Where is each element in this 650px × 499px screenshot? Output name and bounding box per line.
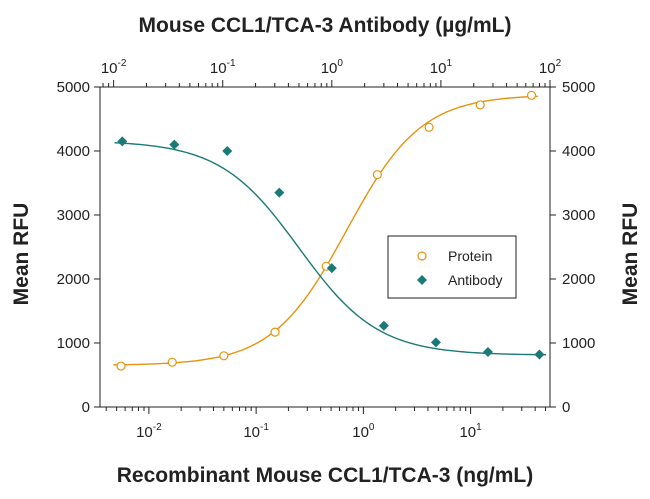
right-y-tick-label: 4000 — [562, 143, 595, 160]
right-y-tick-label: 5000 — [562, 79, 595, 96]
y-axis-title-left: Mean RFU — [10, 203, 33, 306]
top-x-tick-label: 10-2 — [101, 58, 127, 77]
data-point-antibody — [169, 139, 180, 150]
right-y-tick-label: 1000 — [562, 335, 595, 352]
data-point-protein — [116, 361, 126, 371]
legend-marker-antibody — [417, 275, 427, 285]
right-y-axis: 0 1000 2000 3000 4000 5000 — [550, 79, 595, 416]
bottom-x-tick-label: 10-2 — [136, 422, 162, 441]
data-point-protein — [372, 170, 382, 180]
data-point-protein — [475, 100, 485, 110]
data-point-antibody — [326, 263, 337, 274]
data-point-protein — [424, 122, 434, 132]
legend-label-protein: Protein — [448, 248, 492, 264]
data-point-antibody — [430, 337, 441, 348]
right-y-tick-label: 0 — [562, 399, 570, 416]
bottom-x-axis: 10-2 10-1 100 101 — [105, 407, 547, 441]
legend-marker-protein — [417, 251, 427, 261]
x-axis-title: Recombinant Mouse CCL1/TCA-3 (ng/mL) — [117, 464, 534, 487]
data-point-antibody — [274, 187, 285, 198]
left-y-tick-label: 0 — [82, 399, 90, 416]
left-y-tick-label: 2000 — [57, 271, 90, 288]
data-point-protein — [219, 351, 229, 361]
bottom-x-tick-label: 10-1 — [243, 422, 269, 441]
legend-label-antibody: Antibody — [448, 272, 502, 288]
top-x-tick-label: 10-1 — [210, 58, 236, 77]
right-y-tick-label: 2000 — [562, 271, 595, 288]
chart-title: Mouse CCL1/TCA-3 Antibody (µg/mL) — [139, 14, 512, 37]
top-x-tick-label: 102 — [539, 58, 562, 77]
legend: Protein Antibody — [387, 235, 517, 299]
data-point-protein — [526, 90, 537, 100]
data-point-antibody — [117, 136, 128, 147]
data-points — [116, 90, 545, 371]
bottom-x-tick-label: 101 — [459, 422, 482, 441]
data-point-antibody — [534, 349, 545, 360]
fit-curve-protein — [113, 95, 539, 366]
data-point-protein — [270, 327, 280, 337]
left-y-axis: 0 1000 2000 3000 4000 5000 — [57, 79, 100, 416]
top-x-axis: 10-2 10-1 100 101 102 — [101, 58, 562, 87]
fit-curves — [113, 95, 547, 366]
bottom-x-tick-label: 100 — [352, 422, 375, 441]
top-x-tick-label: 101 — [430, 58, 453, 77]
left-y-tick-label: 3000 — [57, 207, 90, 224]
y-axis-title-right: Mean RFU — [619, 203, 642, 306]
data-point-antibody — [222, 146, 233, 156]
data-point-antibody — [482, 346, 493, 357]
fit-curve-antibody — [114, 142, 547, 356]
right-y-tick-label: 3000 — [562, 207, 595, 224]
legend-box — [387, 235, 517, 299]
data-point-antibody — [378, 320, 389, 331]
top-x-tick-label: 100 — [321, 58, 344, 77]
left-y-tick-label: 5000 — [57, 79, 90, 96]
data-point-protein — [167, 357, 177, 367]
left-y-tick-label: 4000 — [57, 143, 90, 160]
plot-area-frame — [99, 86, 551, 408]
left-y-tick-label: 1000 — [57, 335, 90, 352]
